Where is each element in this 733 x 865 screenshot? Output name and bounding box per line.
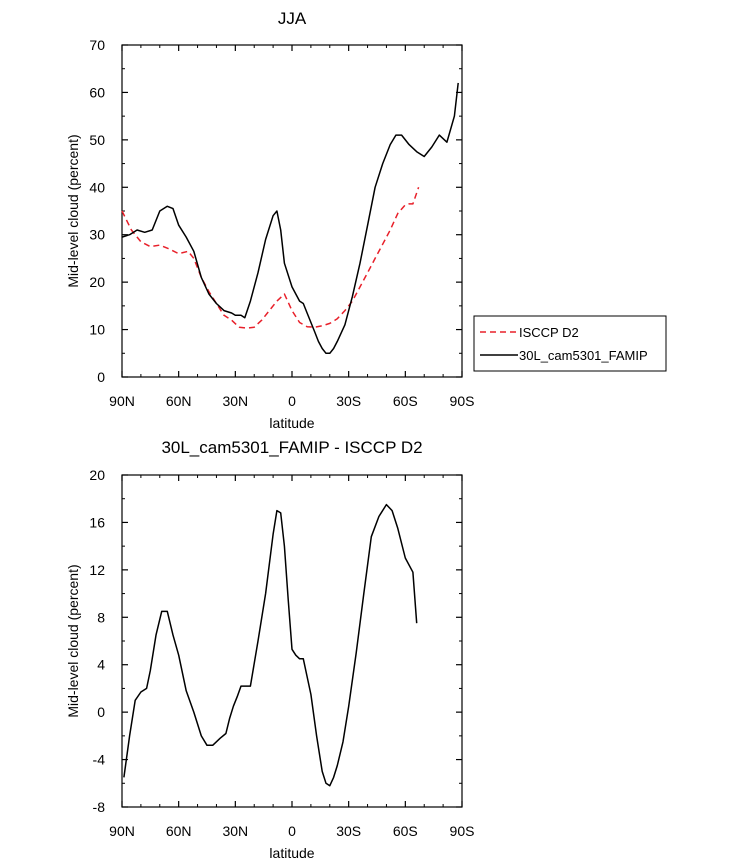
bottom-ytick-label: 0: [97, 704, 105, 720]
top-ytick-label: 70: [89, 37, 105, 53]
bottom-panel: 30L_cam5301_FAMIP - ISCCP D2 latitude Mi…: [65, 438, 474, 861]
bottom-xtick-label: 30N: [222, 823, 248, 839]
bottom-chart-title: 30L_cam5301_FAMIP - ISCCP D2: [161, 438, 422, 457]
top-ytick-label: 20: [89, 274, 105, 290]
top-chart-title: JJA: [278, 9, 307, 28]
top-panel: JJA latitude Mid-level cloud (percent) 9…: [65, 9, 474, 431]
bottom-xtick-label: 60N: [166, 823, 192, 839]
bottom-x-axis-label: latitude: [269, 845, 314, 861]
top-xtick-label: 30S: [336, 393, 361, 409]
top-ytick-label: 40: [89, 179, 105, 195]
top-xtick-label: 90S: [450, 393, 475, 409]
bottom-ytick-label: -8: [93, 799, 106, 815]
bottom-ytick-label: 16: [89, 514, 105, 530]
top-xtick-label: 0: [288, 393, 296, 409]
bottom-series-group: [123, 503, 418, 787]
top-series-group: [121, 82, 459, 355]
top-y-axis-label: Mid-level cloud (percent): [65, 134, 81, 287]
top-ticks: 90N 60N 30N 0 30S 60S 90S 0 10 20 30 40 50 60 70: [89, 37, 474, 409]
bottom-ticks: 90N 60N 30N 0 30S 60S 90S -8 -4 0 4 8 12 16 20: [89, 467, 474, 839]
bottom-y-axis-label: Mid-level cloud (percent): [65, 564, 81, 717]
bottom-ytick-label: 4: [97, 657, 105, 673]
bottom-ytick-label: -4: [93, 752, 106, 768]
top-series-line-0: [121, 187, 420, 329]
bottom-xtick-label: 30S: [336, 823, 361, 839]
top-ytick-label: 0: [97, 369, 105, 385]
top-ytick-label: 50: [89, 132, 105, 148]
top-xtick-label: 60S: [393, 393, 418, 409]
legend-label-cam: 30L_cam5301_FAMIP: [519, 348, 648, 363]
bottom-ytick-label: 20: [89, 467, 105, 483]
bottom-xtick-label: 0: [288, 823, 296, 839]
bottom-xtick-label: 90N: [109, 823, 135, 839]
top-ytick-label: 30: [89, 227, 105, 243]
bottom-ytick-label: 8: [97, 609, 105, 625]
top-xtick-label: 30N: [222, 393, 248, 409]
top-ytick-label: 10: [89, 322, 105, 338]
bottom-series-line-0: [123, 503, 418, 787]
top-ytick-label: 60: [89, 84, 105, 100]
bottom-xtick-label: 60S: [393, 823, 418, 839]
legend-label-isccp: ISCCP D2: [519, 325, 579, 340]
bottom-ytick-label: 12: [89, 562, 105, 578]
top-xtick-label: 90N: [109, 393, 135, 409]
legend-box: [473, 315, 667, 372]
top-series-line-1: [121, 82, 459, 355]
top-xtick-label: 60N: [166, 393, 192, 409]
top-plot-frame: [121, 44, 463, 378]
top-x-axis-label: latitude: [269, 415, 314, 431]
legend: ISCCP D2 30L_cam5301_FAMIP: [473, 315, 667, 372]
bottom-xtick-label: 90S: [450, 823, 475, 839]
